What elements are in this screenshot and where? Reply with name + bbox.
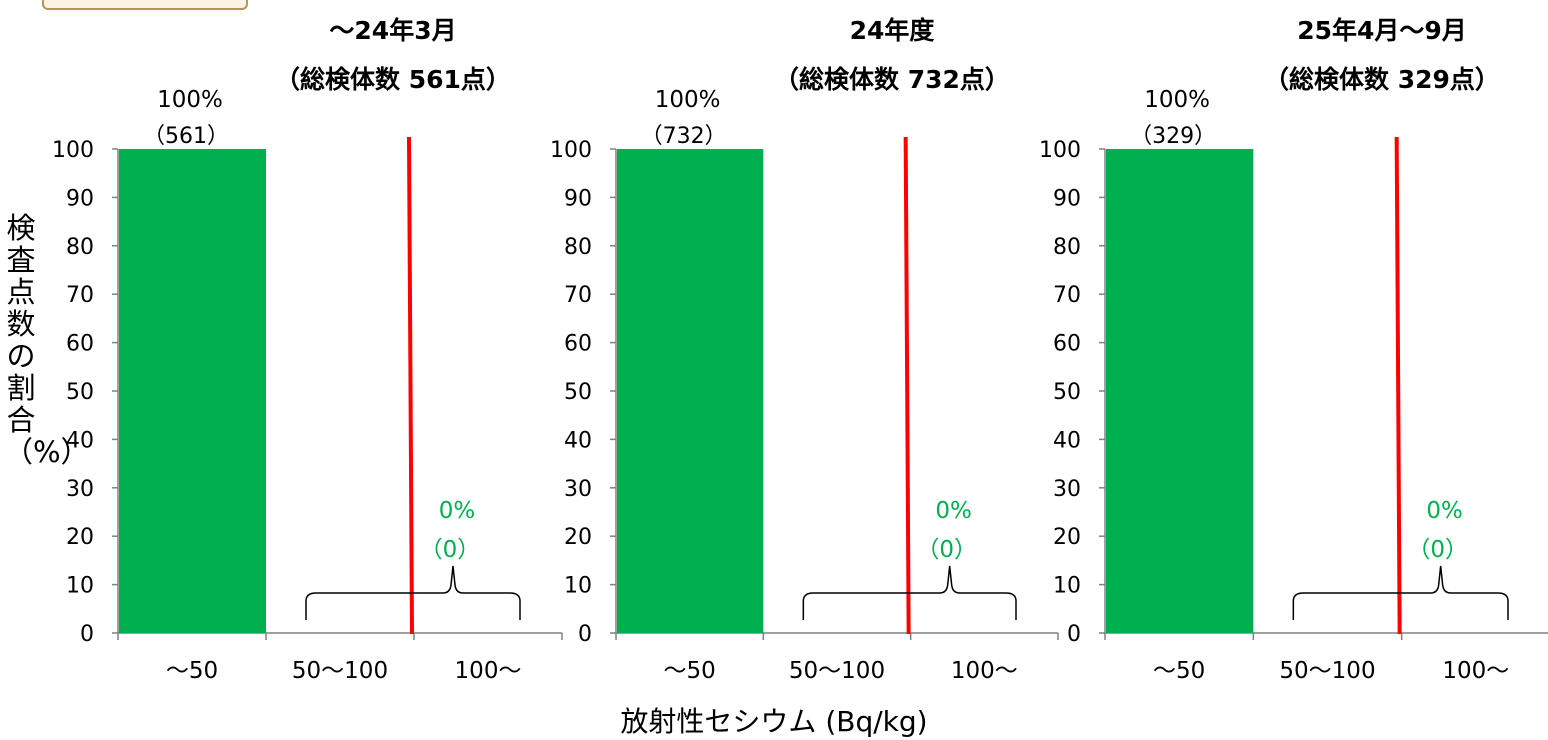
y-tick-label-2-70: 70 <box>564 283 592 308</box>
y-tick-label-1-80: 80 <box>66 235 94 260</box>
y-tick-label-2-10: 10 <box>564 574 592 599</box>
x-tick-label-2-2: 50～100 <box>789 658 885 684</box>
bar-1-1 <box>119 149 266 633</box>
y-tick-label-3-50: 50 <box>1053 380 1081 405</box>
y-tick-label-3-60: 60 <box>1053 332 1081 357</box>
brace-3 <box>1292 565 1509 620</box>
y-tick-label-1-40: 40 <box>66 428 94 453</box>
y-tick-label-2-0: 0 <box>578 622 592 647</box>
y-tick-label-2-60: 60 <box>564 332 592 357</box>
zero-label-count-3: （0） <box>1407 537 1468 563</box>
chart-title-1: ～24年3月 <box>329 16 456 45</box>
y-tick-label-3-100: 100 <box>1039 138 1081 163</box>
x-tick-label-1-3: 100～ <box>455 658 522 684</box>
y-tick-label-1-70: 70 <box>66 283 94 308</box>
y-tick-label-3-40: 40 <box>1053 428 1081 453</box>
bar-label-pct-1: 100% <box>157 87 223 113</box>
x-tick-label-3-1: ～50 <box>1153 658 1205 684</box>
zero-label-pct-2: 0% <box>935 498 972 524</box>
bar-2-1 <box>617 149 764 633</box>
bar-label-count-1: （561） <box>143 124 229 149</box>
y-tick-label-3-30: 30 <box>1053 477 1081 502</box>
chart-subtitle-3: （総検体数 329点） <box>1264 65 1500 94</box>
limit-line-1 <box>407 136 414 635</box>
zero-label-pct-1: 0% <box>439 498 476 524</box>
y-tick-label-3-80: 80 <box>1053 235 1081 260</box>
y-tick-label-1-50: 50 <box>66 380 94 405</box>
y-tick-label-1-20: 20 <box>66 525 94 550</box>
limit-line-2 <box>903 136 911 635</box>
bar-label-pct-2: 100% <box>655 87 721 113</box>
y-tick-label-2-90: 90 <box>564 186 592 211</box>
x-tick-label-3-3: 100～ <box>1442 658 1509 684</box>
x-tick-label-1-1: ～50 <box>166 658 218 684</box>
corner-tab-decoration <box>42 0 248 10</box>
y-tick-label-2-100: 100 <box>550 138 592 163</box>
y-tick-label-3-10: 10 <box>1053 574 1081 599</box>
zero-label-pct-3: 0% <box>1426 498 1463 524</box>
y-tick-label-1-10: 10 <box>66 574 94 599</box>
x-tick-label-2-1: ～50 <box>664 658 716 684</box>
x-tick-label-1-2: 50～100 <box>292 658 388 684</box>
y-tick-label-2-30: 30 <box>564 477 592 502</box>
x-axis-label: 放射性セシウム (Bq/kg) <box>620 705 928 738</box>
y-tick-label-1-0: 0 <box>80 622 94 647</box>
chart-title-2: 24年度 <box>850 16 935 45</box>
y-tick-label-2-20: 20 <box>564 525 592 550</box>
y-tick-label-1-100: 100 <box>52 138 94 163</box>
chart-subtitle-1: （総検体数 561点） <box>275 65 511 94</box>
y-tick-label-1-60: 60 <box>66 332 94 357</box>
y-tick-label-1-30: 30 <box>66 477 94 502</box>
y-tick-label-1-90: 90 <box>66 186 94 211</box>
zero-label-count-1: （0） <box>420 537 481 563</box>
bar-label-pct-3: 100% <box>1144 87 1210 113</box>
brace-2 <box>802 565 1017 620</box>
chart-title-3: 25年4月～9月 <box>1297 16 1467 45</box>
zero-label-count-2: （0） <box>916 537 977 563</box>
bar-label-count-3: （329） <box>1130 124 1216 149</box>
y-tick-label-3-0: 0 <box>1067 622 1081 647</box>
y-tick-label-3-20: 20 <box>1053 525 1081 550</box>
y-tick-label-2-50: 50 <box>564 380 592 405</box>
brace-1 <box>305 565 521 620</box>
bar-3-1 <box>1106 149 1254 633</box>
y-tick-label-3-90: 90 <box>1053 186 1081 211</box>
y-tick-label-2-80: 80 <box>564 235 592 260</box>
y-tick-label-3-70: 70 <box>1053 283 1081 308</box>
limit-line-3 <box>1394 136 1402 635</box>
y-axis-label: 検査点数の割合（%） <box>4 211 90 469</box>
x-tick-label-2-3: 100～ <box>951 658 1018 684</box>
x-tick-label-3-2: 50～100 <box>1279 658 1375 684</box>
y-tick-label-2-40: 40 <box>564 428 592 453</box>
chart-subtitle-2: （総検体数 732点） <box>774 65 1010 94</box>
bar-label-count-2: （732） <box>641 124 727 149</box>
